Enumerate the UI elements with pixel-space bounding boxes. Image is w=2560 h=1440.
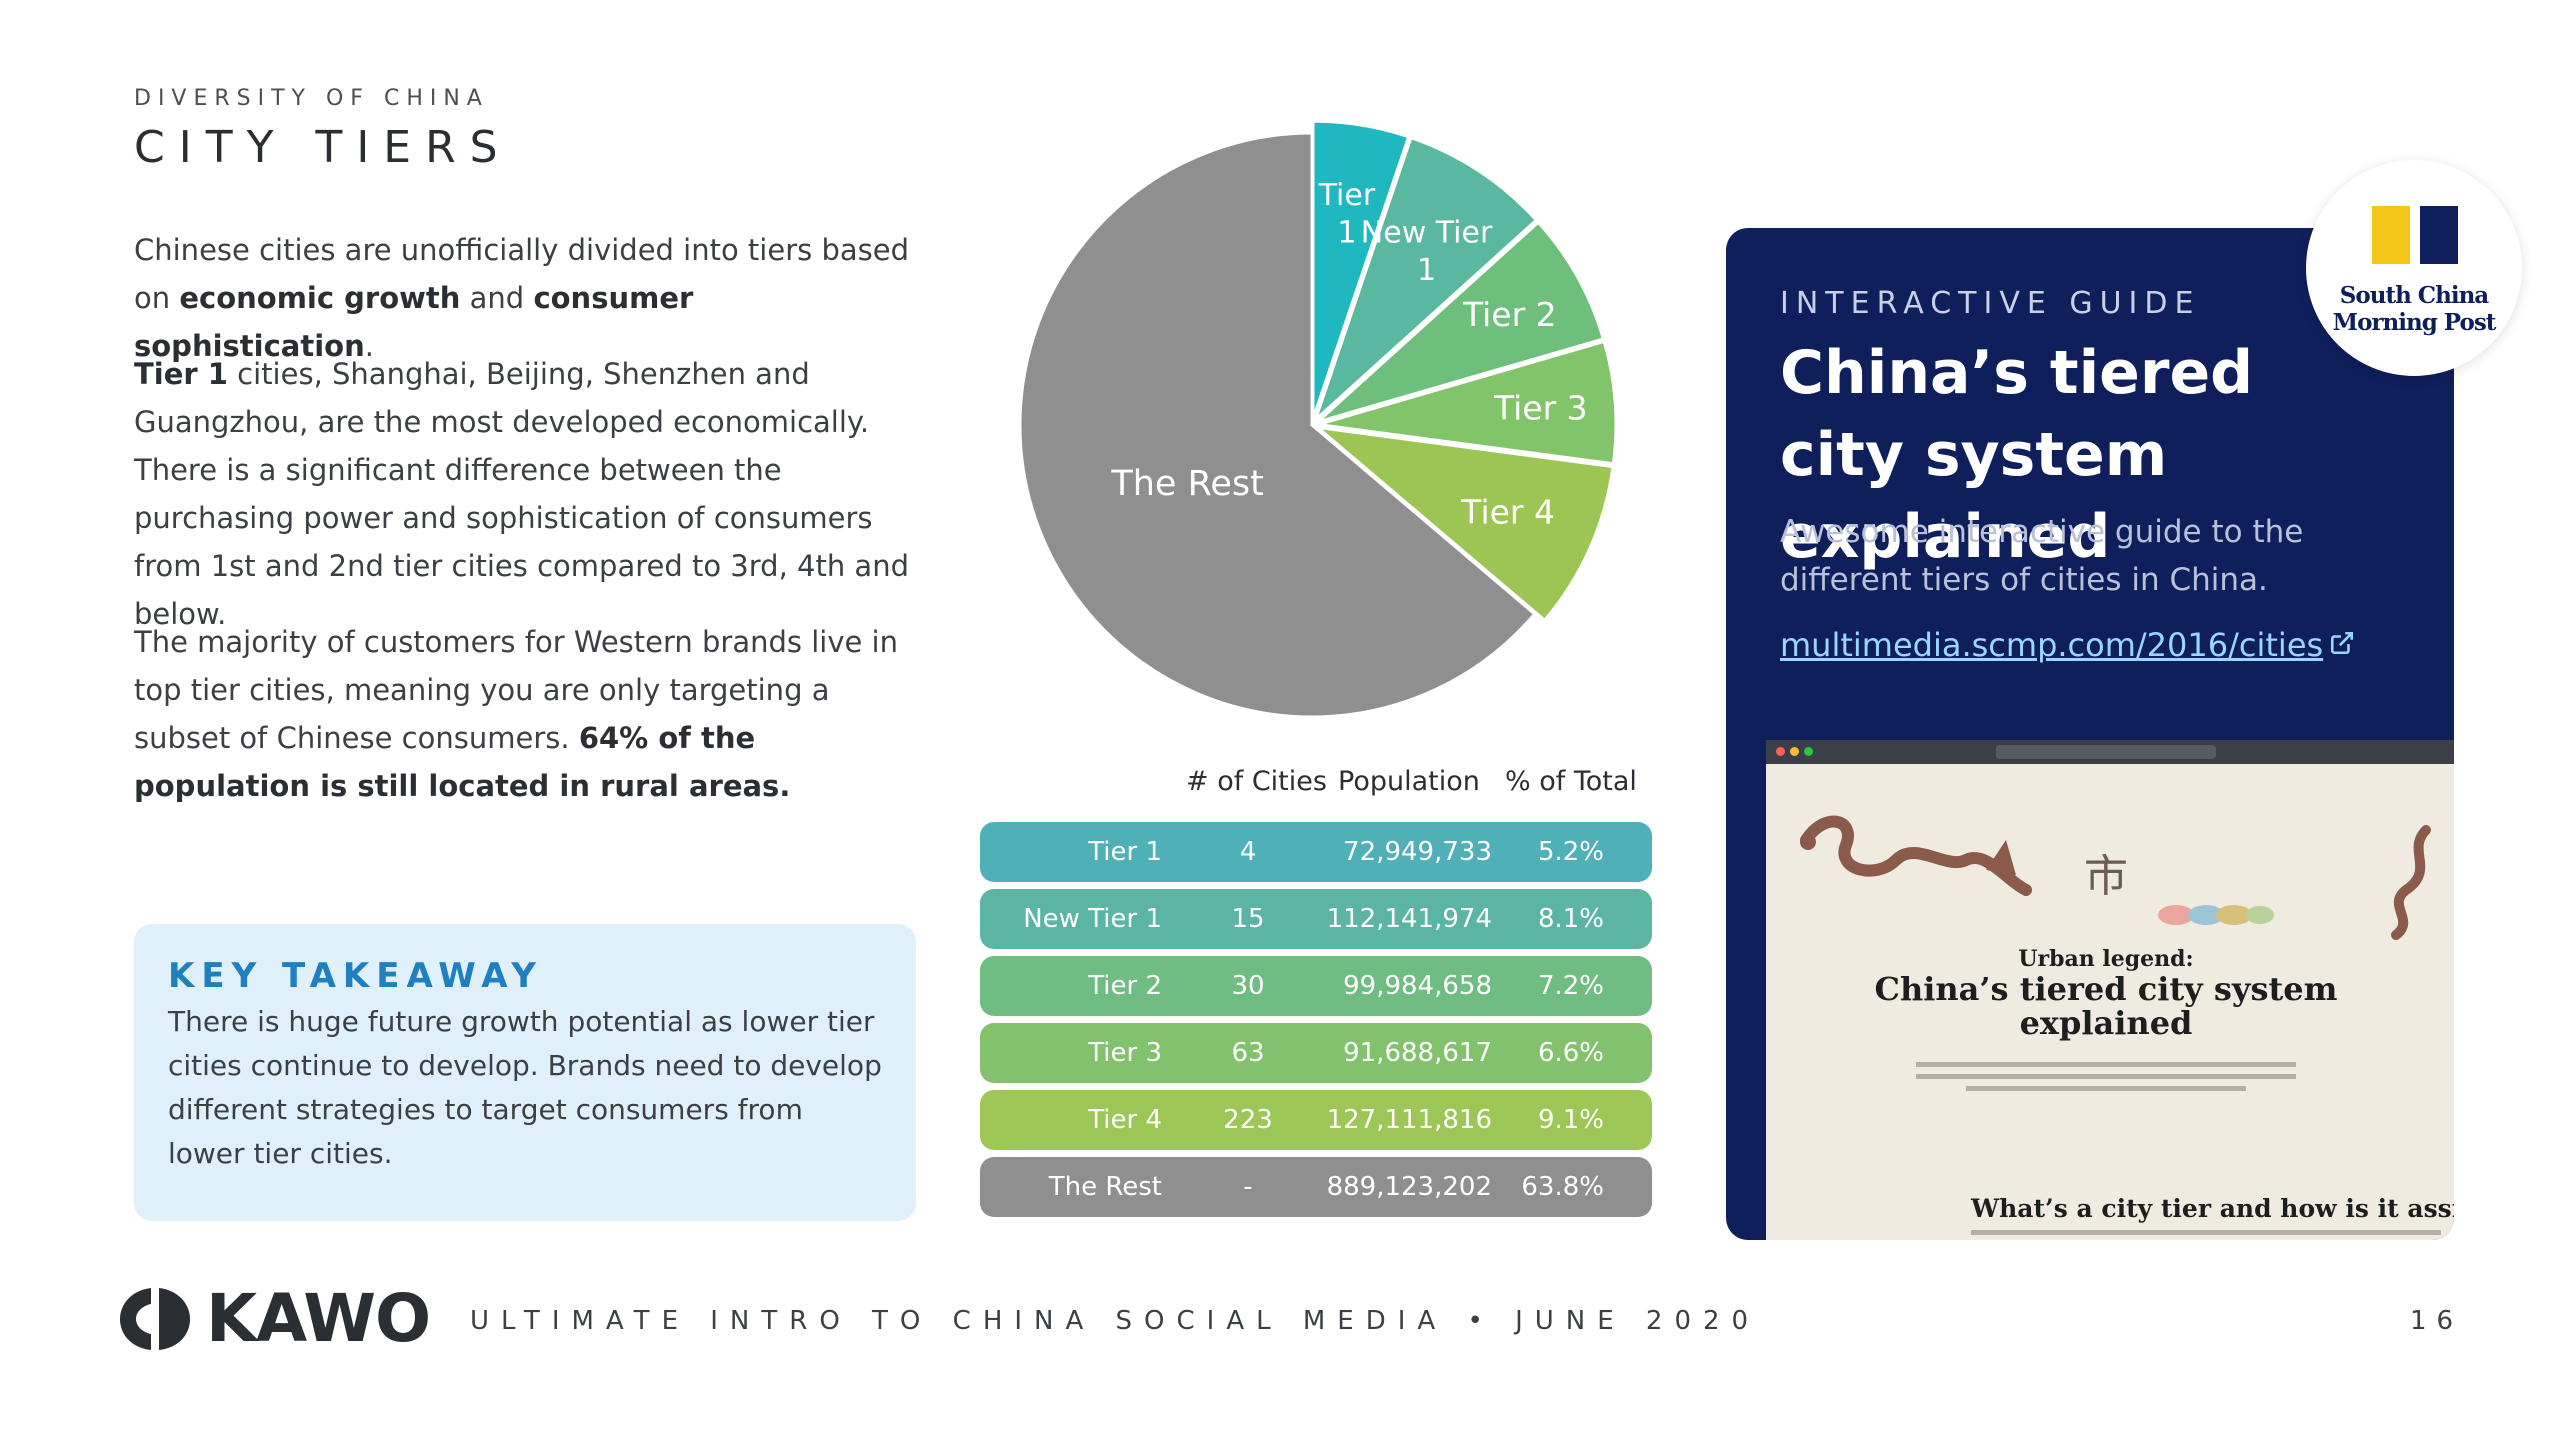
pie-slice (1018, 131, 1537, 719)
city-glyph: 市 (2084, 851, 2128, 902)
pie-slice-label: The Rest (1110, 464, 1263, 504)
table-row: Tier 1 4 72,949,733 5.2% (980, 822, 1652, 882)
pie-slice-label: Tier 3 (1493, 388, 1588, 427)
intro-paragraph: Chinese cities are unofficially divided … (134, 226, 924, 370)
page-title: CITY TIERS (134, 122, 512, 173)
preview-headline: China’s tiered city system explained (1874, 970, 2338, 1042)
dragon-right-illustration (2391, 825, 2431, 940)
table-row: Tier 3 63 91,688,617 6.6% (980, 1023, 1652, 1083)
guide-link-text[interactable]: multimedia.scmp.com/2016/cities (1780, 626, 2324, 664)
row-percent: 5.2% (1537, 837, 1604, 867)
preview-subheading: What’s a city tier and how is it assigne… (1971, 1194, 2454, 1223)
row-cities: - (1243, 1172, 1253, 1202)
preview-body-line (1971, 1230, 2441, 1235)
row-percent: 6.6% (1537, 1038, 1604, 1068)
pie-slice-label: Tier 1 (1318, 178, 1376, 251)
row-cities: 15 (1231, 904, 1265, 934)
row-name: Tier 1 (1088, 837, 1162, 867)
row-percent: 8.1% (1537, 904, 1604, 934)
dragon-left-illustration (1800, 815, 2032, 896)
row-name: Tier 3 (1088, 1038, 1162, 1068)
intro-bold-economic: economic growth (179, 281, 461, 315)
interactive-guide-card[interactable]: INTERACTIVE GUIDE China’s tiered city sy… (1726, 228, 2454, 1240)
browser-url-bar (1996, 745, 2216, 759)
row-population: 127,111,816 (1326, 1105, 1492, 1135)
preview-body-line (1916, 1074, 2296, 1079)
table-row: Tier 2 30 99,984,658 7.2% (980, 956, 1652, 1016)
table-row: New Tier 1 15 112,141,974 8.1% (980, 889, 1652, 949)
row-percent: 7.2% (1537, 971, 1604, 1001)
row-name: Tier 2 (1088, 971, 1162, 1001)
key-takeaway-box: KEY TAKEAWAY There is huge future growth… (134, 924, 916, 1221)
browser-minimize-dot (1790, 747, 1799, 756)
kawo-logo-icon (120, 1288, 190, 1350)
colored-dots-graphic (2158, 905, 2274, 925)
row-percent: 63.8% (1521, 1172, 1604, 1202)
guide-eyebrow: INTERACTIVE GUIDE (1780, 286, 2201, 321)
row-population: 889,123,202 (1326, 1172, 1492, 1202)
preview-body-line (1916, 1062, 2296, 1067)
pie-slice-label: New Tier 1 (1361, 215, 1493, 288)
scmp-logo-navy-block (2420, 206, 2458, 264)
browser-toolbar (1766, 740, 2454, 764)
row-name: The Rest (1048, 1172, 1162, 1202)
intro-text-and: and (460, 281, 534, 315)
pie-slice-label: Tier 2 (1462, 295, 1557, 334)
scmp-logo-text: South China Morning Post (2332, 282, 2497, 336)
tier1-bold: Tier 1 (134, 357, 228, 391)
pie-slice (1317, 339, 1618, 466)
scmp-logo-yellow-block (2372, 206, 2410, 264)
row-percent: 9.1% (1537, 1105, 1604, 1135)
key-takeaway-text: There is huge future growth potential as… (168, 1005, 882, 1170)
pie-slice (1316, 220, 1606, 424)
table-row: The Rest - 889,123,202 63.8% (980, 1157, 1652, 1217)
browser-close-dot (1776, 747, 1785, 756)
pie-slice (1311, 119, 1411, 420)
preview-body-line (1966, 1086, 2246, 1091)
row-population: 91,688,617 (1343, 1038, 1492, 1068)
row-cities: 63 (1231, 1038, 1265, 1068)
browser-maximize-dot (1804, 747, 1813, 756)
row-cities: 30 (1231, 971, 1265, 1001)
scmp-logo: South China Morning Post (2306, 160, 2522, 376)
footer-text: ULTIMATE INTRO TO CHINA SOCIAL MEDIA • J… (470, 1306, 1761, 1336)
guide-link[interactable]: multimedia.scmp.com/2016/cities (1780, 626, 2355, 664)
kawo-wordmark: KAWO (206, 1280, 431, 1357)
guide-description: Awesome interactive guide to the differe… (1780, 514, 2304, 598)
table-row: Tier 4 223 127,111,816 9.1% (980, 1090, 1652, 1150)
pie-slice (1312, 425, 1615, 623)
majority-text: The majority of customers for Western br… (134, 625, 898, 755)
row-cities: 4 (1239, 837, 1257, 867)
row-population: 72,949,733 (1343, 837, 1492, 867)
preview-kicker: Urban legend: (2018, 946, 2194, 972)
row-population: 112,141,974 (1326, 904, 1492, 934)
tier1-paragraph: Tier 1 cities, Shanghai, Beijing, Shenzh… (134, 350, 924, 638)
guide-preview-screenshot[interactable]: 市 Urban legend: China’s tiered city syst… (1766, 740, 2454, 1240)
majority-paragraph: The majority of customers for Western br… (134, 618, 924, 810)
section-eyebrow: DIVERSITY OF CHINA (134, 86, 489, 111)
pie-slice (1312, 135, 1539, 425)
intro-bold-consumer: consumer sophistication (134, 281, 694, 363)
majority-bold: 64% of the population is still located i… (134, 721, 791, 803)
external-link-icon (2329, 626, 2355, 664)
intro-text: Chinese cities are unofficially divided … (134, 233, 909, 315)
guide-title: China’s tiered city system explained (1780, 338, 2254, 572)
col-header-percent: % of Total (1505, 766, 1637, 797)
tier1-text: cities, Shanghai, Beijing, Shenzhen and … (134, 357, 909, 631)
row-cities: 223 (1223, 1105, 1273, 1135)
col-header-population: Population (1338, 766, 1480, 797)
pie-slice-label: Tier 4 (1460, 493, 1555, 532)
intro-period: . (364, 329, 374, 363)
key-takeaway-title: KEY TAKEAWAY (168, 956, 543, 996)
row-name: New Tier 1 (1023, 904, 1162, 934)
col-header-cities: # of Cities (1186, 766, 1327, 797)
row-name: Tier 4 (1088, 1105, 1162, 1135)
row-population: 99,984,658 (1343, 971, 1492, 1001)
page-number: 16 (2410, 1306, 2464, 1336)
city-tier-pie-chart: Tier 1 New Tier 1 Tier 2 Tier 3 Tier 4 The Rest (1018, 119, 1618, 719)
